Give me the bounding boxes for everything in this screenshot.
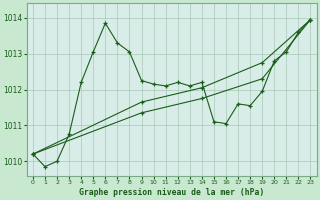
X-axis label: Graphe pression niveau de la mer (hPa): Graphe pression niveau de la mer (hPa): [79, 188, 264, 197]
